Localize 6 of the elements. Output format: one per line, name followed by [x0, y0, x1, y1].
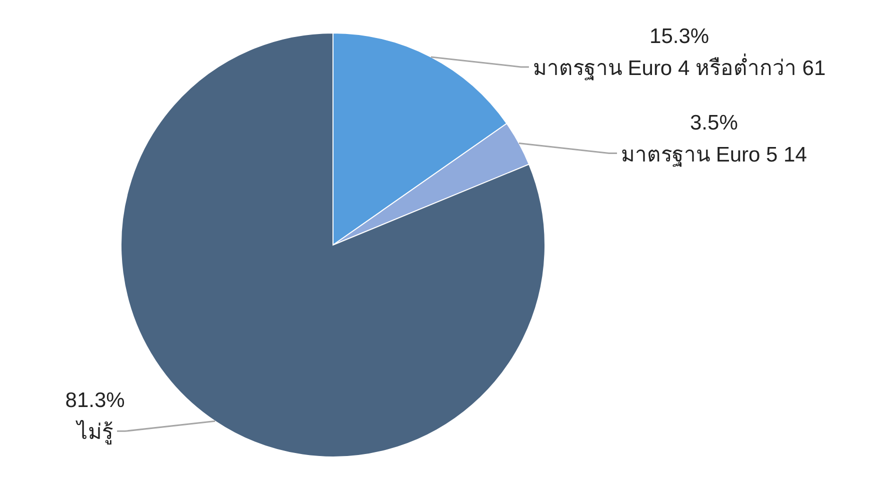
slice-label: ไม่รู้ [75, 420, 114, 446]
slice-label: มาตรฐาน Euro 4 หรือต่ำกว่า 61 [532, 52, 826, 80]
data-label: 3.5% [690, 111, 738, 134]
slice-label: มาตรฐาน Euro 5 14 [620, 143, 808, 166]
data-label: 15.3% [650, 24, 710, 48]
data-label: 81.3% [65, 389, 125, 412]
